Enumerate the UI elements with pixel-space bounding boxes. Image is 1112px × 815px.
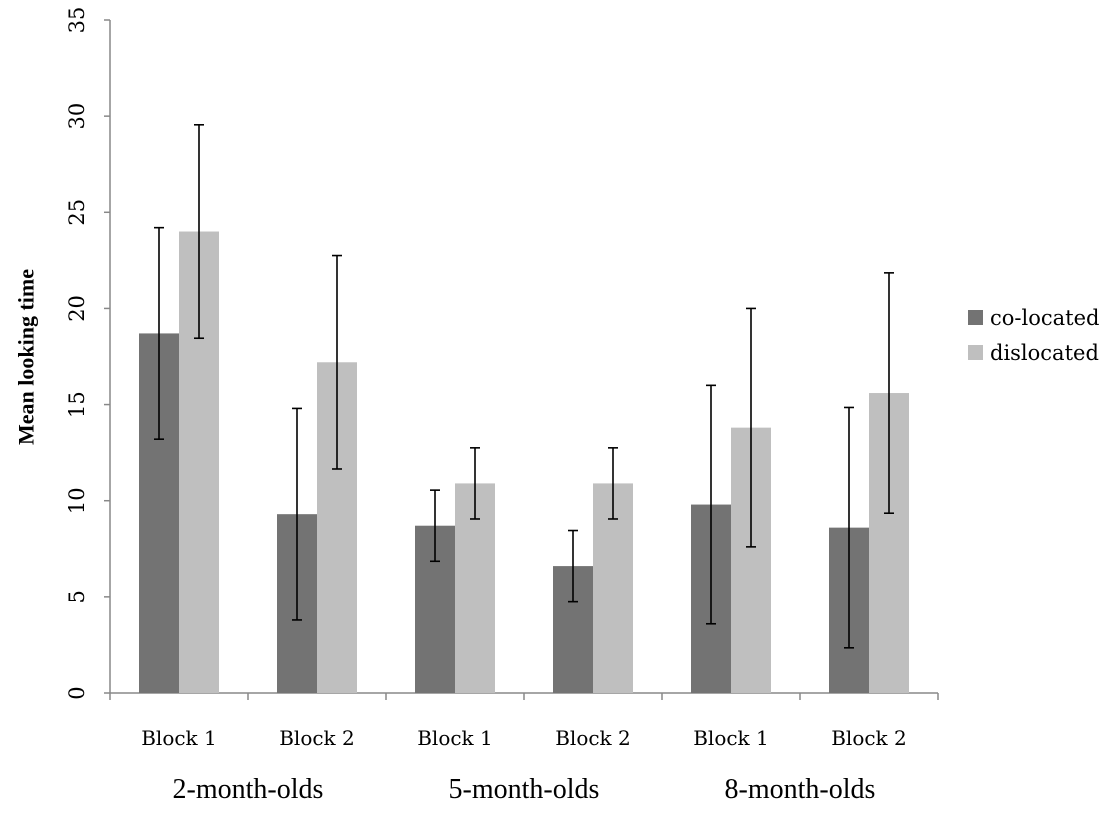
legend-swatch-co-located (968, 310, 983, 325)
group-label: 8-month-olds (725, 774, 876, 805)
y-tick-label: 10 (65, 487, 89, 514)
legend-label: co-located (990, 306, 1099, 330)
y-tick-label: 25 (65, 199, 89, 226)
category-label: Block 2 (831, 726, 907, 750)
axes: 0 5 10 15 20 25 30 35 (65, 7, 939, 700)
y-tick-label: 20 (65, 295, 89, 322)
category-label: Block 1 (417, 726, 493, 750)
category-label: Block 1 (141, 726, 217, 750)
y-axis-label: Mean looking time (14, 269, 39, 445)
legend: co-located dislocated (968, 306, 1099, 365)
group-label: 5-month-olds (449, 774, 600, 805)
y-tick-label: 30 (65, 103, 89, 130)
y-ticks: 0 5 10 15 20 25 30 35 (65, 7, 110, 700)
y-tick-label: 0 (65, 686, 89, 699)
category-label: Block 1 (693, 726, 769, 750)
y-tick-label: 5 (65, 590, 89, 603)
group-label: 2-month-olds (173, 774, 324, 805)
x-ticks (109, 693, 939, 700)
y-tick-label: 35 (65, 7, 89, 34)
error-bars (154, 123, 894, 649)
group-labels: 2-month-olds 5-month-olds 8-month-olds (173, 774, 876, 805)
legend-swatch-dislocated (968, 345, 983, 360)
legend-label: dislocated (990, 341, 1099, 365)
category-label: Block 2 (279, 726, 355, 750)
bars (139, 231, 909, 693)
category-labels: Block 1 Block 2 Block 1 Block 2 Block 1 Block… (141, 726, 907, 750)
category-label: Block 2 (555, 726, 631, 750)
y-tick-label: 15 (65, 391, 89, 418)
